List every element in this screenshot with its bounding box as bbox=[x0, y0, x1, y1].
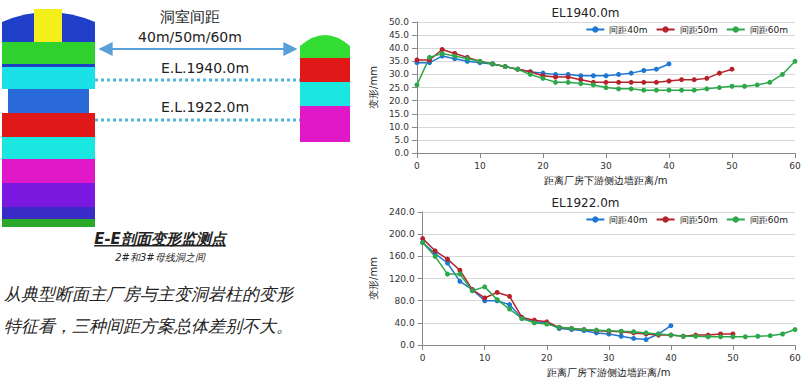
svg-text:间距40m: 间距40m bbox=[609, 215, 647, 225]
svg-text:变形/mm: 变形/mm bbox=[368, 257, 379, 300]
svg-text:40.0: 40.0 bbox=[395, 318, 415, 328]
svg-text:120.0: 120.0 bbox=[389, 274, 415, 284]
svg-text:从典型断面主厂房与主变洞岩柱的变形: 从典型断面主厂房与主变洞岩柱的变形 bbox=[4, 284, 295, 304]
svg-text:10: 10 bbox=[474, 161, 486, 171]
svg-text:25.0: 25.0 bbox=[389, 83, 409, 93]
svg-text:间距50m: 间距50m bbox=[680, 25, 718, 35]
svg-text:间距50m: 间距50m bbox=[680, 215, 718, 225]
svg-text:20.0: 20.0 bbox=[389, 96, 409, 106]
svg-text:EL1940.0m: EL1940.0m bbox=[552, 6, 620, 20]
svg-text:距离厂房下游侧边墙距离/m: 距离厂房下游侧边墙距离/m bbox=[544, 175, 667, 186]
svg-text:35.0: 35.0 bbox=[389, 56, 409, 66]
svg-text:40.0: 40.0 bbox=[389, 43, 409, 53]
svg-text:40m/50m/60m: 40m/50m/60m bbox=[138, 29, 242, 45]
svg-text:60: 60 bbox=[789, 353, 801, 363]
svg-text:20: 20 bbox=[537, 161, 549, 171]
svg-text:40: 40 bbox=[665, 353, 677, 363]
svg-text:50.0: 50.0 bbox=[389, 17, 409, 27]
svg-text:0: 0 bbox=[420, 353, 426, 363]
svg-text:2#和3#母线洞之间: 2#和3#母线洞之间 bbox=[115, 252, 205, 263]
svg-text:80.0: 80.0 bbox=[395, 296, 415, 306]
svg-text:160.0: 160.0 bbox=[389, 251, 415, 261]
svg-text:30: 30 bbox=[603, 353, 615, 363]
svg-text:E.L.1922.0m: E.L.1922.0m bbox=[161, 99, 249, 115]
svg-text:30: 30 bbox=[600, 161, 612, 171]
svg-text:20: 20 bbox=[541, 353, 553, 363]
svg-text:0: 0 bbox=[414, 161, 420, 171]
svg-text:40: 40 bbox=[663, 161, 675, 171]
svg-text:240.0: 240.0 bbox=[389, 207, 415, 217]
svg-text:0.0: 0.0 bbox=[400, 340, 415, 350]
svg-text:10: 10 bbox=[479, 353, 491, 363]
svg-text:洞室间距: 洞室间距 bbox=[160, 8, 220, 26]
svg-text:10.0: 10.0 bbox=[389, 122, 409, 132]
svg-text:45.0: 45.0 bbox=[389, 30, 409, 40]
svg-text:0.0: 0.0 bbox=[395, 148, 410, 158]
svg-text:60: 60 bbox=[789, 161, 801, 171]
svg-text:距离厂房下游侧边墙距离/m: 距离厂房下游侧边墙距离/m bbox=[547, 367, 670, 378]
svg-text:间距60m: 间距60m bbox=[750, 215, 788, 225]
svg-text:E.L.1940.0m: E.L.1940.0m bbox=[161, 60, 249, 76]
svg-text:特征看，三种间距方案总体差别不大。: 特征看，三种间距方案总体差别不大。 bbox=[4, 316, 293, 336]
svg-text:50: 50 bbox=[726, 161, 738, 171]
svg-text:5.0: 5.0 bbox=[395, 135, 410, 145]
svg-text:E-E剖面变形监测点: E-E剖面变形监测点 bbox=[94, 230, 228, 248]
svg-text:EL1922.0m: EL1922.0m bbox=[552, 196, 620, 210]
svg-text:30.0: 30.0 bbox=[389, 69, 409, 79]
svg-text:15.0: 15.0 bbox=[389, 109, 409, 119]
svg-text:200.0: 200.0 bbox=[389, 229, 415, 239]
svg-text:变形/mm: 变形/mm bbox=[368, 66, 379, 109]
svg-text:50: 50 bbox=[727, 353, 739, 363]
svg-text:间距60m: 间距60m bbox=[750, 25, 788, 35]
svg-text:间距40m: 间距40m bbox=[609, 25, 647, 35]
